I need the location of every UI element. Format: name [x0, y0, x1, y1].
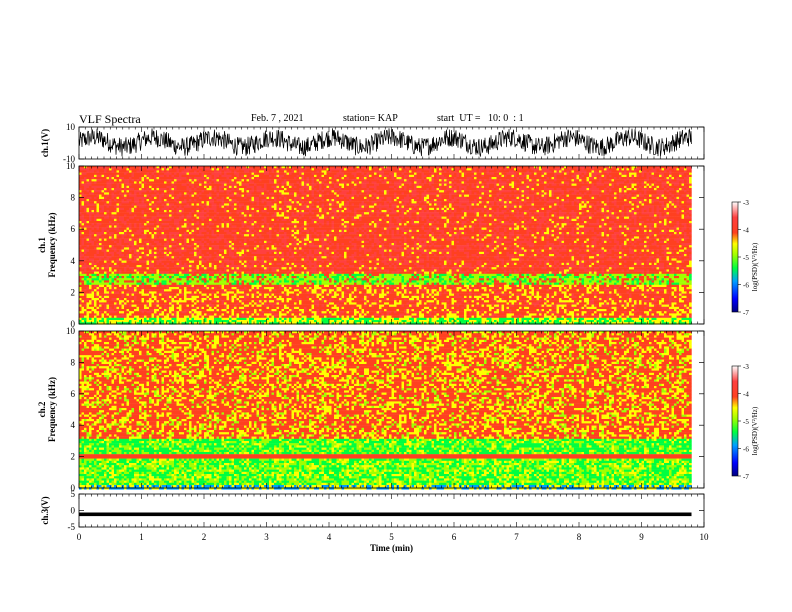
colorbar-tick-label: -3	[743, 199, 749, 207]
y-axis-label: ch.1	[37, 237, 47, 253]
ch1-waveform-trace	[78, 128, 692, 158]
y-tick-label: 6	[71, 389, 76, 399]
ch3-waveform-panel	[79, 512, 692, 517]
y-tick-label: 0	[71, 483, 76, 493]
x-tick-label: 10	[700, 532, 710, 542]
y-axis-label: ch.3(V)	[40, 496, 50, 524]
x-tick-label: 7	[514, 532, 519, 542]
x-axis-label: Time (min)	[370, 543, 413, 553]
colorbar-tick-label: -3	[743, 363, 749, 371]
x-tick-label: 9	[639, 532, 644, 542]
y-tick-label: 10	[66, 161, 76, 171]
x-tick-label: 2	[202, 532, 207, 542]
colorbar-tick-label: -6	[743, 446, 749, 454]
ch1-spectrogram-panel	[79, 166, 692, 325]
x-tick-label: 3	[264, 532, 269, 542]
y-tick-label: 10	[66, 122, 76, 132]
start-time-label: start UT = 10: 0 : 1	[437, 113, 524, 124]
x-tick-label: 8	[577, 532, 582, 542]
y-tick-label: 8	[71, 193, 76, 203]
y-axis-label: ch.2	[37, 401, 47, 417]
x-tick-label: 5	[389, 532, 394, 542]
colorbar-tick-label: -7	[743, 473, 749, 481]
colorbar-label: log(PSD)(V²/Hz)	[751, 406, 759, 455]
ch1-waveform-panel	[78, 128, 692, 158]
y-tick-label: 8	[71, 357, 76, 367]
chart-title: VLF Spectra	[79, 112, 141, 127]
colorbar-ch1	[731, 201, 739, 313]
date-label: Feb. 7 , 2021	[251, 113, 304, 124]
colorbar-tick-label: -5	[743, 254, 749, 262]
y-tick-label: 5	[71, 489, 76, 499]
ch2-spectrogram-panel	[79, 331, 692, 490]
y-axis-label: ch.1(V)	[40, 129, 50, 157]
y-tick-label: 2	[71, 452, 76, 462]
y-tick-label: 6	[71, 224, 76, 234]
x-tick-label: 0	[77, 532, 82, 542]
colorbar-tick-label: -4	[743, 227, 749, 235]
y-axis-label: Frequency (kHz)	[47, 212, 57, 277]
y-tick-label: 10	[66, 326, 76, 336]
y-tick-label: 4	[71, 256, 76, 266]
colorbar-ch2	[731, 365, 739, 477]
x-tick-label: 4	[327, 532, 332, 542]
colorbar-tick-label: -5	[743, 418, 749, 426]
x-tick-label: 6	[452, 532, 457, 542]
colorbar-tick-label: -4	[743, 391, 749, 399]
station-label: station= KAP	[343, 113, 398, 124]
y-tick-label: 0	[71, 319, 76, 329]
y-tick-label: -5	[68, 522, 76, 532]
x-tick-label: 1	[139, 532, 144, 542]
ch3-waveform-trace	[79, 512, 692, 517]
y-tick-label: 4	[71, 420, 76, 430]
y-tick-label: 2	[71, 287, 76, 297]
y-tick-label: -10	[63, 154, 75, 164]
colorbar-label: log(PSD)(V²/Hz)	[751, 242, 759, 291]
colorbar-tick-label: -7	[743, 309, 749, 317]
y-axis-label: Frequency (kHz)	[47, 377, 57, 442]
y-tick-label: 0	[71, 506, 76, 516]
colorbar-tick-label: -6	[743, 282, 749, 290]
